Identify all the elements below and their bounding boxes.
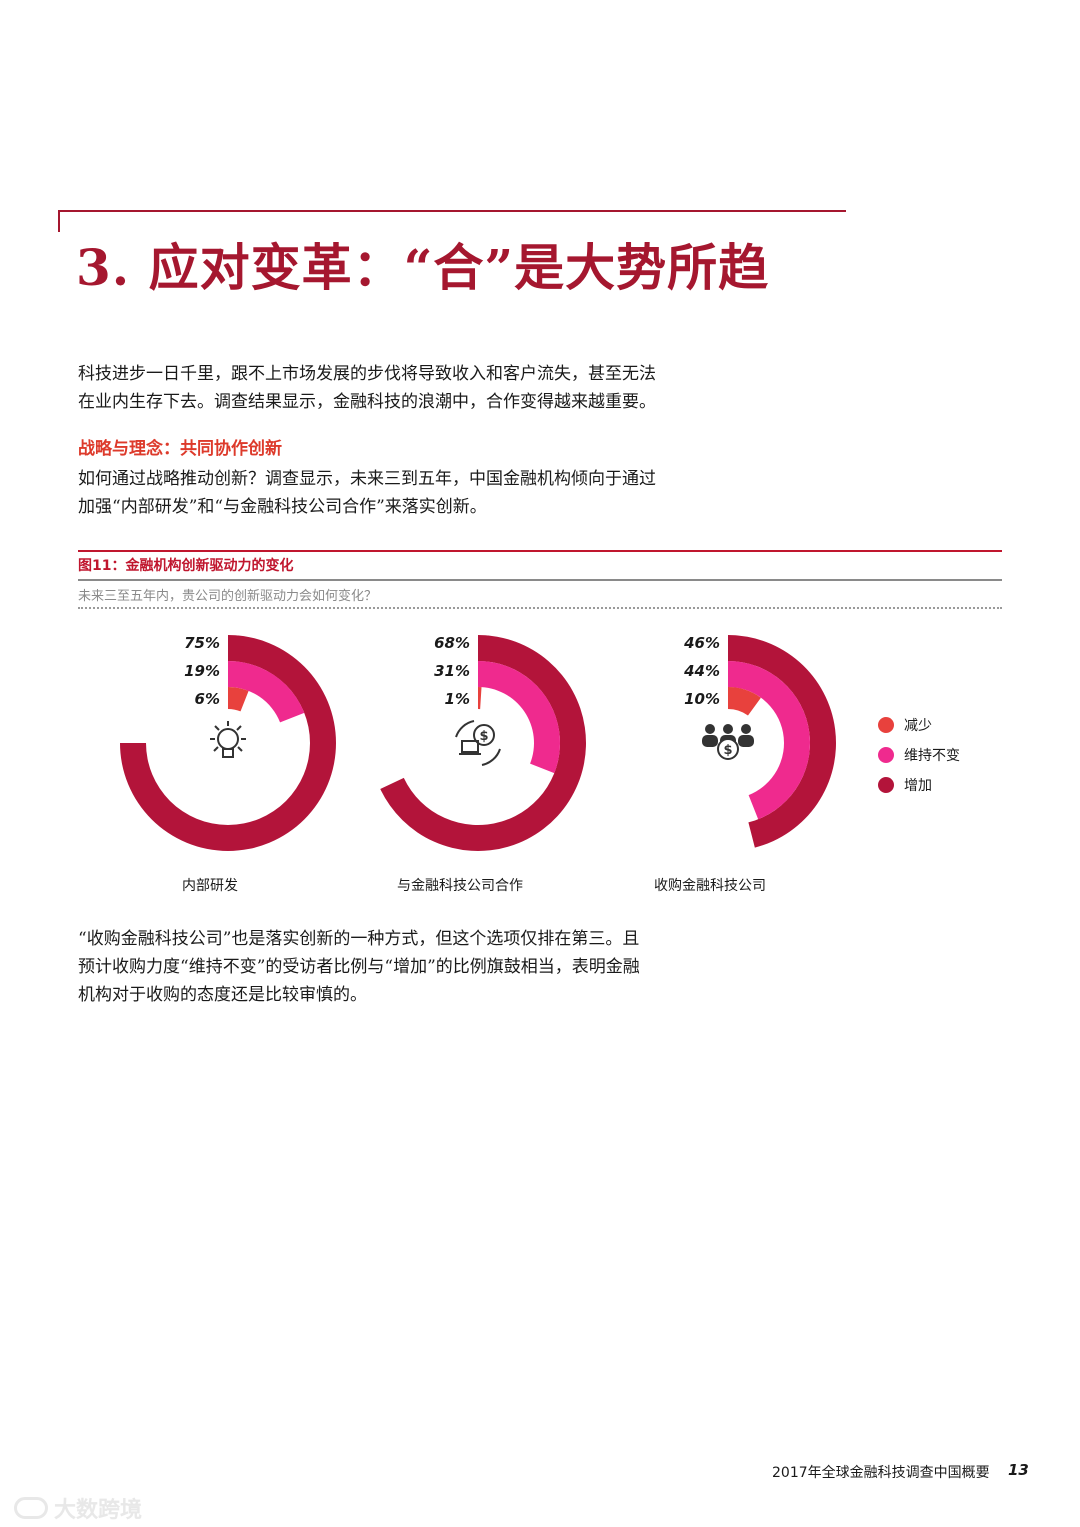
conclusion-paragraph: “收购金融科技公司”也是落实创新的一种方式，但这个选项仅排在第三。且 预计收购力… [78, 925, 698, 1009]
legend-swatch [878, 777, 894, 793]
exchange-icon: $ [455, 720, 501, 766]
strategy-paragraph: 如何通过战略推动创新？调查显示，未来三到五年，中国金融机构倾向于通过 加强“内部… [78, 465, 698, 521]
dollar-sign: $ [479, 729, 488, 744]
chart-value-label: 19% [184, 662, 220, 680]
chart-value-label: 31% [434, 662, 470, 680]
watermark: 大数跨境 [14, 1492, 142, 1524]
legend-item: 增加 [878, 770, 960, 800]
section-subheading: 战略与理念：共同协作创新 [78, 439, 282, 459]
bulb-ray [237, 746, 243, 752]
lightbulb-icon [210, 721, 246, 758]
bulb-ray [236, 725, 242, 731]
chart-category-label: 与金融科技公司合作 [397, 878, 523, 894]
strategy-line: 如何通过战略推动创新？调查显示，未来三到五年，中国金融机构倾向于通过 [78, 469, 656, 489]
strategy-line: 加强“内部研发”和“与金融科技公司合作”来落实创新。 [78, 497, 487, 517]
legend-swatch [878, 717, 894, 733]
chart-arc-maintain [478, 661, 560, 774]
coin-icon [717, 738, 739, 760]
section-rule-side [58, 210, 60, 232]
legend-label: 增加 [904, 778, 932, 794]
chart-legend: 减少 维持不变 增加 [878, 710, 960, 800]
conclusion-line: 预计收购力度“维持不变”的受访者比例与“增加”的比例旗鼓相当，表明金融 [78, 957, 640, 977]
chart-arc-decrease [728, 687, 761, 716]
figure-rule-dotted [78, 607, 1002, 609]
figure-rule-mid [78, 579, 1002, 581]
chart-category-label: 收购金融科技公司 [654, 878, 766, 894]
person-head [723, 724, 733, 734]
legend-item: 维持不变 [878, 740, 960, 770]
chart-arc-decrease [478, 687, 482, 710]
bulb-glass [217, 728, 239, 750]
watermark-text: 大数跨境 [54, 1498, 143, 1523]
page-number: 13 [1008, 1461, 1029, 1479]
watermark-logo-icon [14, 1497, 48, 1519]
bulb-ray [213, 746, 219, 752]
figure-question: 未来三至五年内，贵公司的创新驱动力会如何变化？ [78, 589, 378, 604]
person-body [738, 735, 754, 747]
chart-value-label: 10% [684, 690, 720, 708]
chart-arc-decrease [228, 687, 249, 712]
intro-line: 科技进步一日千里，跟不上市场发展的步伐将导致收入和客户流失，甚至无法 [78, 364, 656, 384]
person-body [702, 735, 718, 747]
acquisition-icon: $ [702, 724, 754, 760]
section-rule-top [58, 210, 846, 212]
conclusion-line: 机构对于收购的态度还是比较审慎的。 [78, 985, 367, 1005]
chart-value-label: 75% [184, 634, 220, 652]
coin-icon [473, 724, 495, 746]
chart-value-label: 1% [445, 690, 470, 708]
person-head [705, 724, 715, 734]
chart-arc-increase [728, 635, 836, 848]
figure-rule-top [78, 550, 1002, 552]
legend-item: 减少 [878, 710, 960, 740]
conclusion-line: “收购金融科技公司”也是落实创新的一种方式，但这个选项仅排在第三。且 [78, 929, 640, 949]
person-head [741, 724, 751, 734]
cycle-arrow [455, 720, 475, 738]
intro-paragraph: 科技进步一日千里，跟不上市场发展的步伐将导致收入和客户流失，甚至无法 在业内生存… [78, 360, 698, 416]
legend-label: 减少 [904, 718, 932, 734]
page-heading: 3. 应对变革：“合”是大势所趋 [76, 238, 770, 297]
chart-arc-maintain [728, 661, 810, 820]
chart-value-label: 46% [683, 634, 720, 652]
cycle-arrow [481, 748, 501, 766]
chart-value-label: 68% [434, 634, 470, 652]
dollar-sign: $ [723, 743, 732, 758]
radial-bar-chart: 75% 19% 6% 内部研发 68% 31% 1% $ 与金融科技公司合作 46% 44% 10% $… [120, 634, 836, 894]
intro-line: 在业内生存下去。调查结果显示，金融科技的浪潮中，合作变得越来越重要。 [78, 392, 656, 412]
chart-arc-maintain [228, 661, 305, 723]
legend-swatch [878, 747, 894, 763]
bulb-ray [214, 725, 220, 731]
legend-label: 维持不变 [904, 748, 960, 764]
chart-value-label: 44% [683, 662, 720, 680]
bulb-base [222, 748, 234, 758]
chart-category-label: 内部研发 [182, 878, 238, 894]
chart-value-label: 6% [195, 690, 220, 708]
figure-title: 图11：金融机构创新驱动力的变化 [78, 558, 294, 574]
footer-report-title: 2017年全球金融科技调查中国概要 [772, 1465, 990, 1481]
laptop-screen [461, 740, 479, 753]
